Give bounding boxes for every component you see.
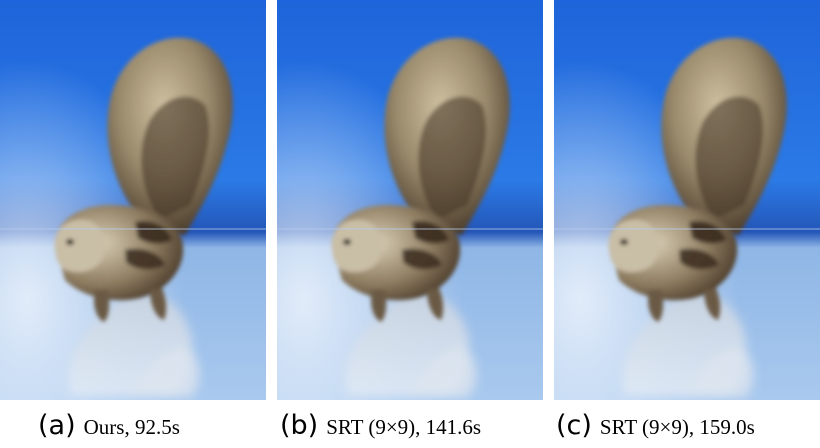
squirrel-tail [661,37,787,235]
caption-c: (c) SRT (9×9), 159.0s [556,409,755,443]
caption-text: SRT (9×9), 159.0s [599,415,755,439]
render-panel-a [0,0,266,400]
squirrel-reflection [345,293,477,398]
caption-b: (b) SRT (9×9), 141.6s [280,409,481,443]
caption-tag: (a) [38,410,76,441]
render-panel-c [554,0,820,400]
caption-tag: (c) [556,410,592,441]
caption-a: (a) Ours, 92.5s [38,409,180,443]
squirrel-tail [384,37,510,235]
caption-tag: (b) [280,410,319,441]
squirrel-body [331,205,461,322]
squirrel-reflection [68,293,200,398]
render-panel-b [277,0,543,400]
squirrel-tail [107,37,233,235]
caption-text: SRT (9×9), 141.6s [326,415,482,439]
squirrel-reflection [622,293,754,398]
squirrel-body [608,205,738,322]
squirrel-body [54,205,184,322]
caption-text: Ours, 92.5s [83,415,180,439]
